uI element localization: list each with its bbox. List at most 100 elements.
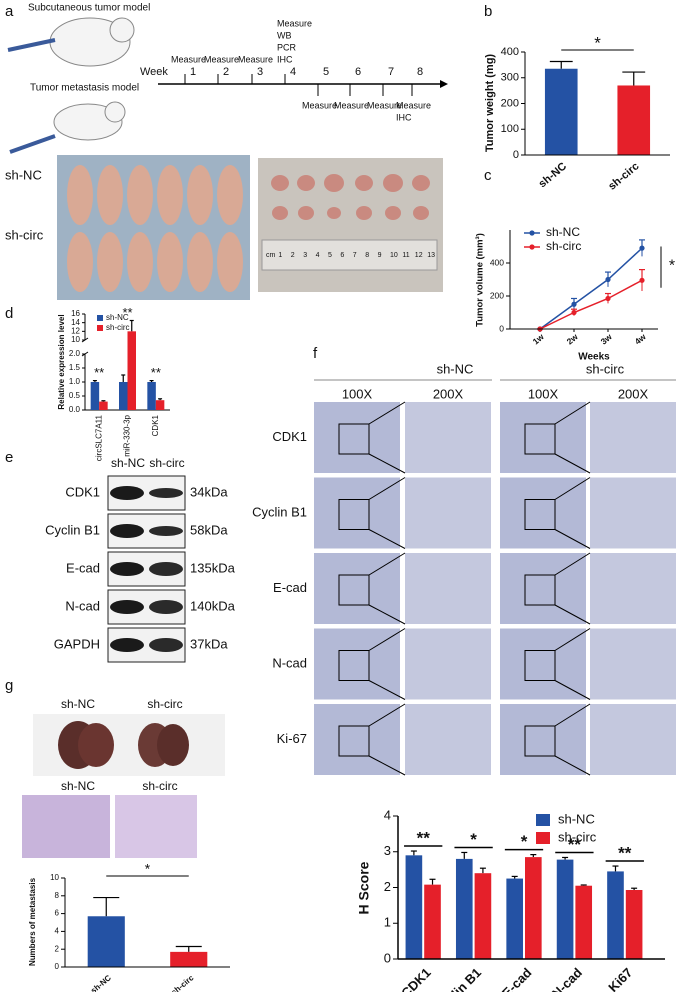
- bar: [525, 857, 542, 959]
- bar: [99, 401, 108, 410]
- zoom-box: [338, 650, 370, 681]
- zoom-box: [338, 499, 370, 530]
- ihc-image: [405, 704, 491, 775]
- y-axis-label: H Score: [356, 861, 372, 914]
- bar: [544, 68, 578, 155]
- ruler-label: 10: [390, 252, 398, 259]
- magnification-label: 200X: [433, 386, 464, 401]
- ruler-label: 6: [340, 252, 344, 259]
- week-number: 5: [323, 66, 329, 78]
- significance: *: [470, 830, 477, 849]
- point: [639, 277, 645, 283]
- zoom-box: [524, 499, 556, 530]
- zoom-box: [524, 423, 556, 455]
- significance: *: [594, 33, 601, 52]
- significance: **: [618, 844, 632, 863]
- point: [605, 276, 611, 283]
- legend-swatch: [97, 315, 103, 321]
- zoom-line: [554, 453, 591, 474]
- ihc-image: [590, 628, 676, 700]
- event-label: Measure: [334, 100, 369, 110]
- panel-label: e: [5, 449, 13, 466]
- week-number: 2: [223, 66, 229, 78]
- x-tick-label: 2w: [565, 331, 580, 346]
- y-tick-label: 4: [384, 807, 391, 822]
- row-label: sh-circ: [5, 227, 44, 242]
- y-tick-label: 6: [55, 909, 60, 918]
- tumor-photo: [258, 158, 443, 292]
- ihc-image: [405, 553, 491, 624]
- x-tick-label: CDK1: [151, 414, 160, 436]
- bar: [405, 855, 423, 959]
- y-tick-label: 200: [490, 290, 504, 300]
- ihc-image: [590, 704, 676, 775]
- bar: [87, 916, 125, 967]
- ruler-label: 8: [365, 252, 369, 259]
- zoom-box: [338, 725, 370, 757]
- marker-label: N-cad: [272, 655, 307, 670]
- event-label: PCR: [277, 42, 297, 52]
- y-axis-label: Relative expression level: [57, 314, 66, 409]
- event-label: Measure: [367, 100, 402, 110]
- magnification-label: 200X: [618, 386, 649, 401]
- bar: [556, 859, 574, 959]
- photo-label: sh-NC: [61, 697, 95, 711]
- zoom-line: [368, 755, 406, 776]
- marker-label: Ki-67: [277, 731, 307, 746]
- ihc-image: [590, 477, 676, 549]
- bar: [155, 400, 165, 410]
- event-label: Measure: [238, 54, 273, 64]
- x-tick-label: sh-NC: [89, 973, 113, 992]
- blot-band: [149, 638, 183, 652]
- y-axis-label: Tumor weight (mg): [484, 54, 496, 153]
- y-tick-label: 100: [501, 123, 519, 135]
- zoom-line: [554, 628, 591, 651]
- group-label: sh-NC: [437, 361, 474, 376]
- significance: *: [521, 832, 528, 851]
- column-label: sh-circ: [149, 456, 184, 470]
- y-tick-label: 3: [384, 843, 391, 858]
- y-tick-label: 400: [501, 46, 519, 58]
- bar: [607, 871, 624, 959]
- axis-break: [81, 337, 89, 343]
- y-axis-label: Numbers of metastasis: [28, 877, 37, 966]
- axis-break: [81, 351, 89, 357]
- timeline-week-label: Week: [140, 66, 168, 78]
- ruler-label: 12: [415, 252, 423, 259]
- y-tick-label: 2: [55, 944, 60, 953]
- panel-label: g: [5, 677, 13, 694]
- size-label: 37kDa: [190, 636, 228, 651]
- histology-label: sh-circ: [142, 779, 177, 793]
- marker-label: E-cad: [273, 580, 307, 595]
- protein-label: Cyclin B1: [45, 522, 100, 537]
- y-axis-label: Tumor volume (mm³): [475, 233, 486, 327]
- ruler-label: cm: [266, 252, 276, 259]
- y-tick-label: 16: [71, 309, 80, 318]
- magnification-label: 100X: [528, 386, 559, 401]
- zoom-line: [368, 703, 406, 727]
- ruler-label: 3: [303, 252, 307, 259]
- bar: [474, 873, 492, 959]
- legend-label: sh-NC: [558, 811, 595, 826]
- x-tick-label: 4w: [633, 331, 648, 346]
- histology-images: [22, 795, 197, 858]
- y-tick-label: 2: [384, 879, 391, 894]
- blot-band: [110, 638, 144, 652]
- event-label: Measure: [396, 100, 431, 110]
- ruler-label: 11: [402, 252, 409, 259]
- panel-label: f: [313, 345, 318, 362]
- y-tick-label: 1.0: [69, 377, 81, 386]
- y-tick-label: 1: [384, 915, 391, 930]
- significance: **: [122, 305, 132, 320]
- zoom-line: [554, 552, 591, 576]
- legend-label: sh-NC: [106, 313, 129, 322]
- zoom-line: [554, 477, 591, 500]
- zoom-box: [338, 423, 370, 455]
- x-tick-label: miR-330-3p: [123, 414, 132, 456]
- point: [639, 245, 645, 251]
- zoom-line: [368, 628, 406, 651]
- week-number: 1: [190, 66, 196, 78]
- point: [571, 309, 577, 316]
- blot-band: [110, 524, 144, 538]
